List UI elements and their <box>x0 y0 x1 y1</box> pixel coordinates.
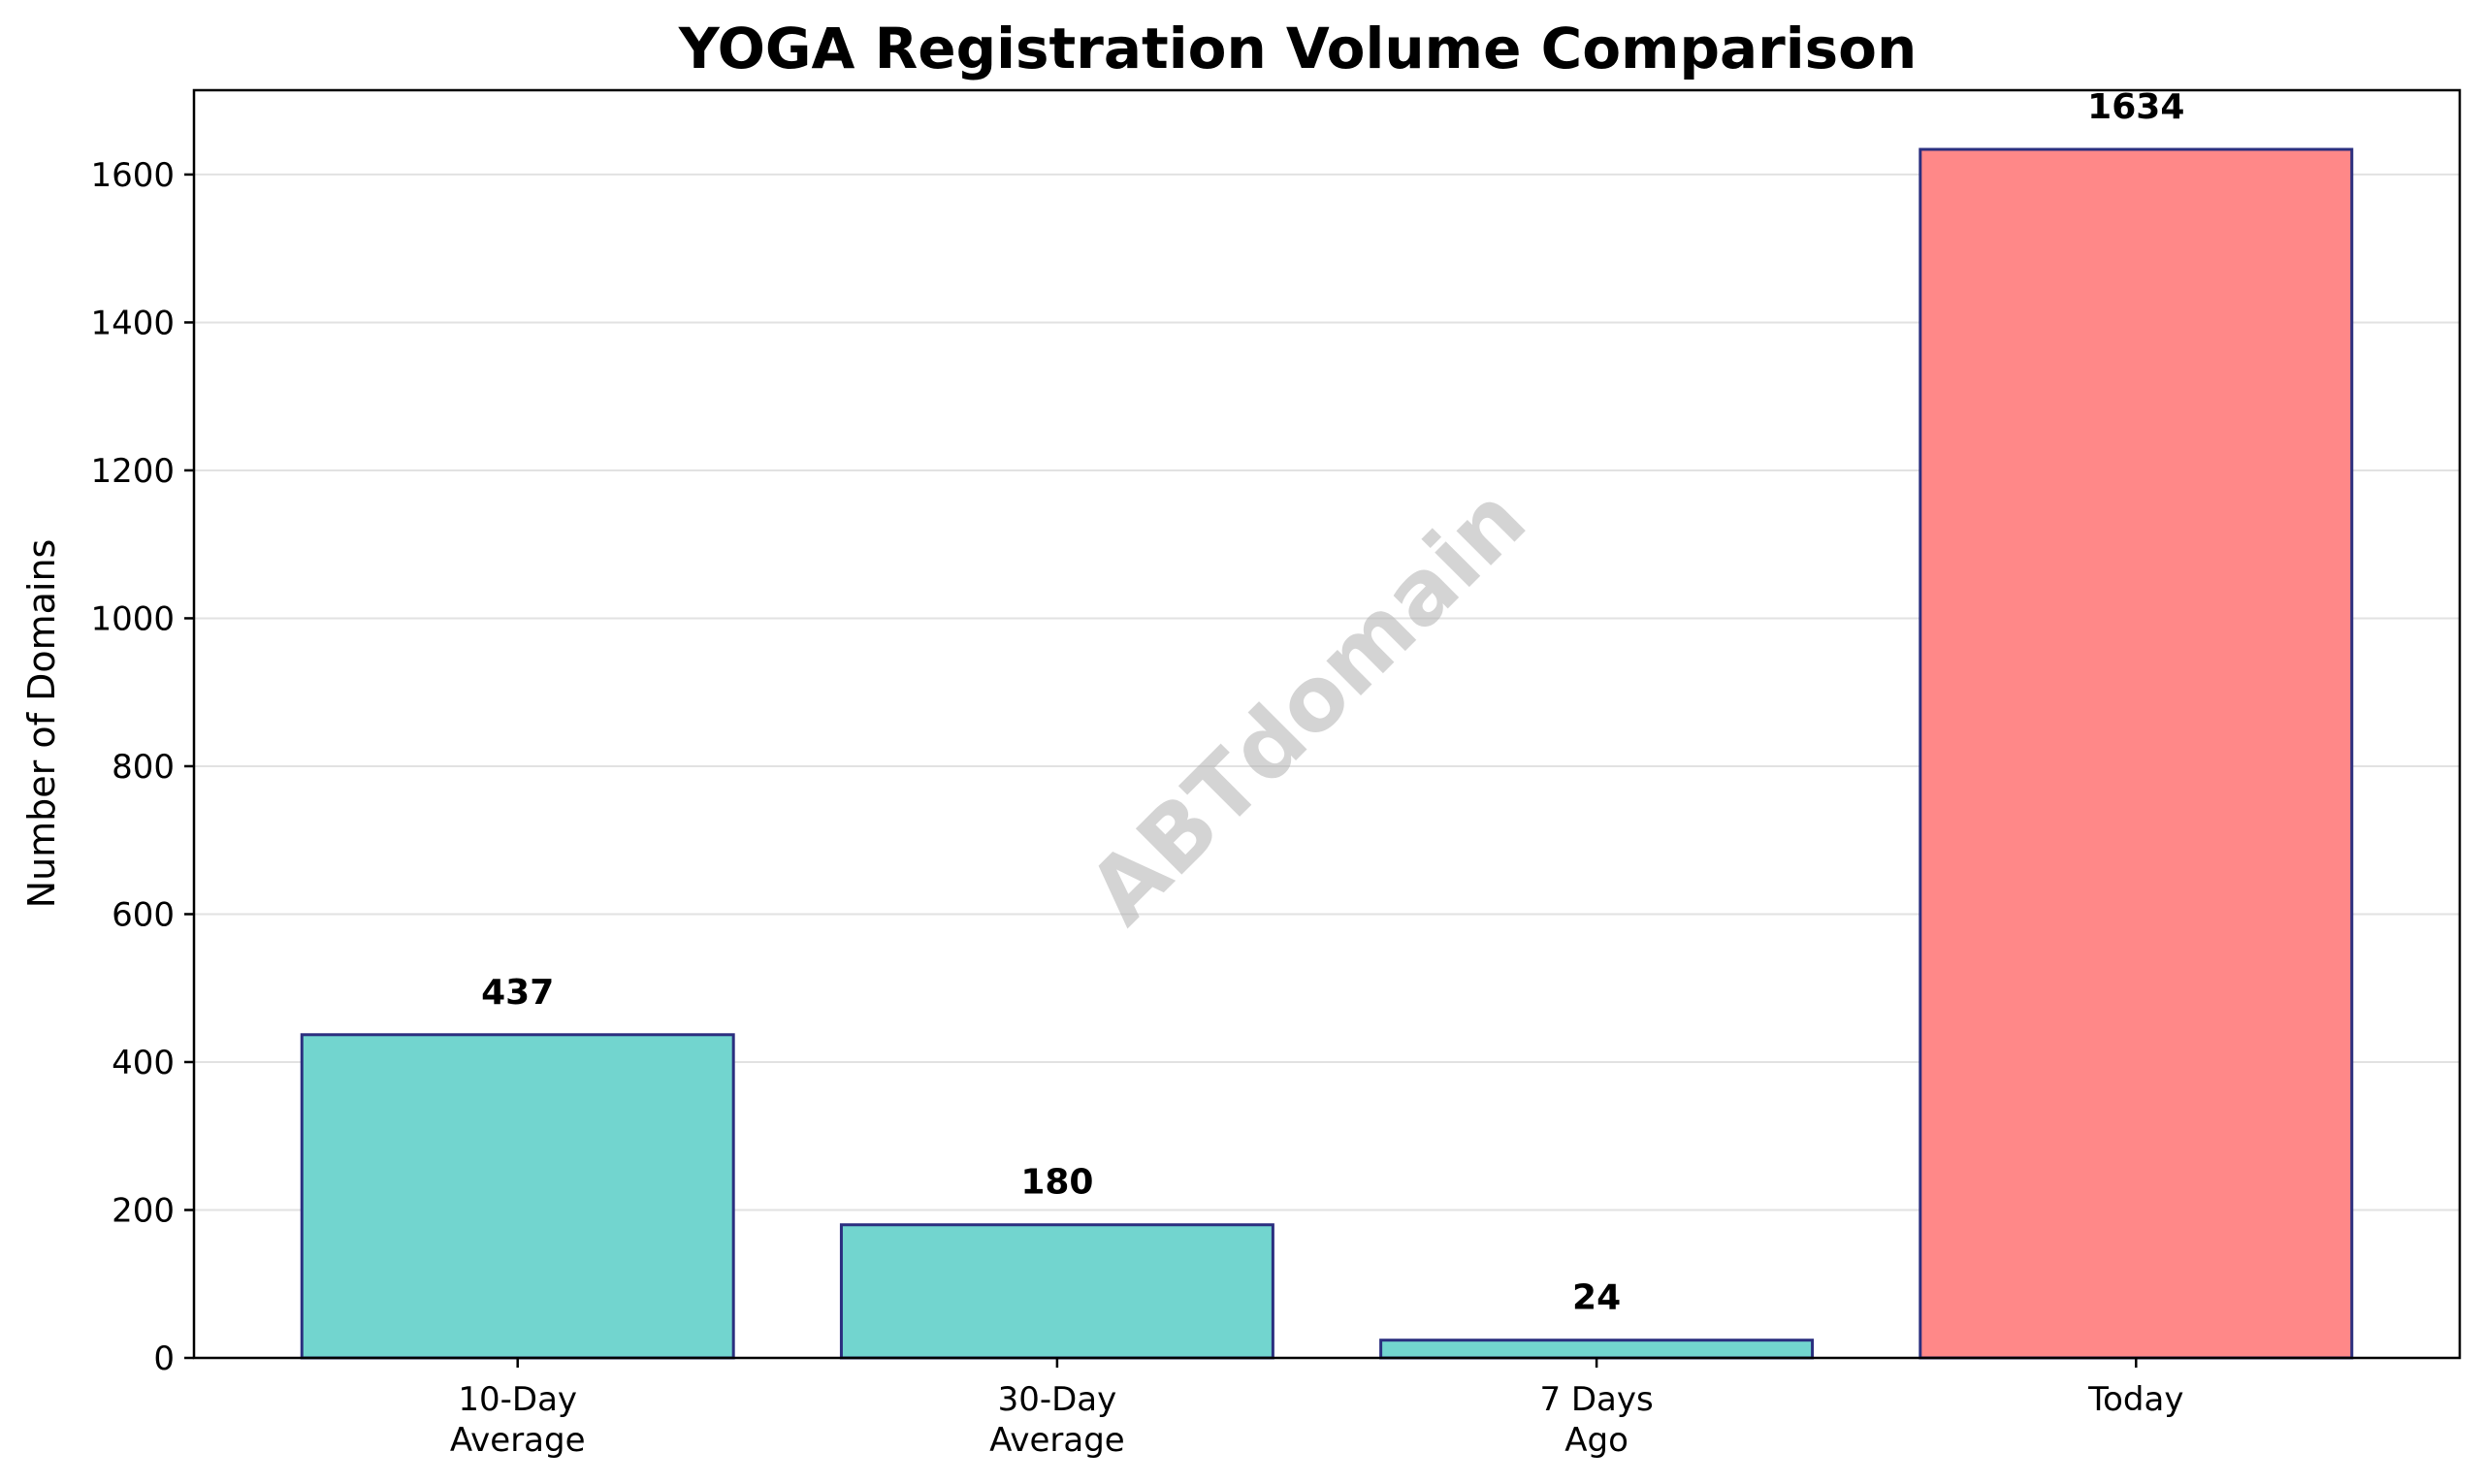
x-tick-label: 7 Days Ago <box>1539 1380 1653 1460</box>
plot-frame <box>192 88 2462 1360</box>
y-tick-label: 1200 <box>90 452 175 491</box>
bar-value-label: 437 <box>481 973 554 1013</box>
x-tick-label: 30-Day Average <box>989 1380 1125 1460</box>
chart-title: YOGA Registration Volume Comparison <box>678 16 1918 81</box>
bar-value-label: 24 <box>1572 1278 1621 1318</box>
y-tick-label: 1400 <box>90 304 175 342</box>
value-labels: 437 180 24 1634 <box>481 87 2184 1318</box>
y-axis-label: Number of Domains <box>20 539 63 909</box>
y-tick-label: 200 <box>112 1191 175 1230</box>
bar-value-label: 1634 <box>2087 87 2184 127</box>
x-tick-label: 10-Day Average <box>450 1380 586 1460</box>
bar-value-label: 180 <box>1020 1163 1093 1203</box>
x-tick-label: Today <box>2087 1380 2183 1419</box>
y-tick-label: 1000 <box>90 599 175 638</box>
bar <box>1919 147 2354 1360</box>
y-tick-label: 600 <box>112 895 175 934</box>
y-tick-label: 400 <box>112 1044 175 1082</box>
y-tick-label: 1600 <box>90 156 175 195</box>
bar <box>300 1033 735 1360</box>
axes: 0 200 400 600 800 1000 1200 1400 1600 10-Day Avera… <box>90 88 2462 1460</box>
y-tick-label: 0 <box>153 1339 175 1378</box>
bar <box>1379 1339 1815 1360</box>
bars <box>300 147 2354 1360</box>
bar <box>839 1223 1274 1360</box>
y-tick-label: 800 <box>112 748 175 787</box>
